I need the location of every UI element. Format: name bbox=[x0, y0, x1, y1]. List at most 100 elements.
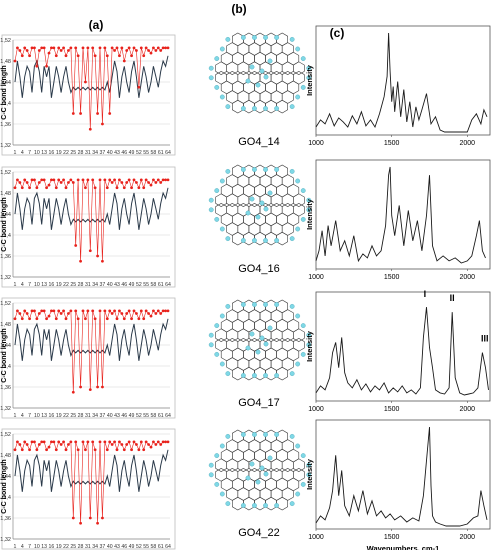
data-point bbox=[59, 443, 63, 446]
data-point bbox=[101, 259, 104, 263]
atom bbox=[214, 85, 220, 90]
data-point bbox=[135, 443, 138, 446]
data-point bbox=[28, 448, 31, 452]
data-point bbox=[139, 46, 143, 50]
atom bbox=[300, 56, 306, 61]
hexagon-ring bbox=[293, 458, 305, 472]
atom bbox=[214, 351, 220, 357]
data-point bbox=[74, 244, 78, 247]
molecule-go4-14 bbox=[208, 32, 312, 114]
atom bbox=[300, 216, 306, 222]
x-tick-label: 1000 bbox=[308, 534, 324, 541]
x-tick-label: 58 bbox=[151, 544, 157, 550]
atom bbox=[274, 106, 280, 111]
data-point bbox=[113, 49, 116, 52]
plot-frame bbox=[315, 291, 491, 402]
x-tick-label: 28 bbox=[78, 150, 84, 156]
x-tick-label: 40 bbox=[107, 150, 113, 156]
ir-chart-14: 1000 1500 2000 Intensity bbox=[305, 25, 491, 147]
data-point bbox=[54, 186, 58, 190]
data-point bbox=[122, 59, 126, 63]
hexagon-ring bbox=[281, 458, 294, 472]
atom bbox=[255, 349, 261, 355]
data-point bbox=[118, 440, 121, 444]
data-point bbox=[37, 181, 41, 184]
data-point bbox=[125, 443, 129, 446]
atom bbox=[300, 481, 306, 487]
chart-frame bbox=[1, 166, 176, 288]
x-tick-label: 13 bbox=[41, 282, 47, 288]
y-tick-label: 1,44 bbox=[0, 343, 11, 349]
atom bbox=[263, 471, 269, 477]
hexagon-ring bbox=[215, 61, 227, 75]
data-point bbox=[91, 46, 95, 50]
x-tick-label: 37 bbox=[100, 413, 106, 419]
x-tick-label: 61 bbox=[158, 282, 164, 288]
data-point bbox=[45, 448, 48, 452]
x-tick-label: 34 bbox=[92, 150, 98, 156]
y-tick-label: 1,44 bbox=[0, 212, 11, 218]
x-tick-label: 1000 bbox=[308, 140, 324, 147]
data-point bbox=[67, 181, 70, 184]
data-point bbox=[20, 186, 24, 190]
bond-chart-17: 1,52 1,48 1,44 1,4 1,36 1,321 4 7 10 13 16 19 22 25 28… bbox=[0, 297, 176, 419]
data-point bbox=[71, 390, 75, 394]
data-point bbox=[88, 127, 92, 131]
x-tick-label: 31 bbox=[85, 413, 91, 419]
data-point bbox=[137, 85, 141, 89]
data-point bbox=[132, 440, 136, 444]
x-tick-label: 64 bbox=[165, 413, 171, 419]
data-point bbox=[154, 443, 158, 446]
data-point bbox=[159, 443, 163, 446]
data-point bbox=[86, 440, 90, 444]
y-axis-label: Intensity bbox=[305, 330, 314, 362]
data-point bbox=[79, 112, 82, 115]
data-point bbox=[50, 46, 53, 50]
data-point bbox=[64, 448, 68, 452]
plot-frame bbox=[315, 159, 491, 270]
x-tick-label: 34 bbox=[92, 544, 98, 550]
x-tick-label: 22 bbox=[63, 413, 69, 419]
data-point bbox=[47, 183, 51, 187]
y-tick-label: 1,52 bbox=[0, 432, 11, 438]
data-point bbox=[76, 178, 80, 182]
y-axis-label: C-C bond length bbox=[1, 65, 8, 119]
molecule-label-go4-14: GO4_14 bbox=[238, 136, 280, 148]
y-axis-label: C-C bond length bbox=[1, 328, 8, 382]
x-tick-label: 58 bbox=[151, 282, 157, 288]
x-tick-label: 16 bbox=[49, 150, 55, 156]
atom bbox=[300, 351, 306, 357]
x-tick-label: 46 bbox=[121, 282, 127, 288]
x-tick-label: 43 bbox=[114, 544, 120, 550]
data-point bbox=[42, 440, 46, 444]
data-point bbox=[33, 309, 36, 313]
panel-label-c: (c) bbox=[330, 26, 345, 40]
x-tick-label: 1000 bbox=[308, 274, 324, 281]
molecule-go4-22 bbox=[208, 429, 312, 511]
x-tick-label: 22 bbox=[63, 544, 69, 550]
atom bbox=[219, 443, 225, 449]
atom bbox=[225, 104, 231, 110]
y-tick-label: 1,36 bbox=[0, 254, 11, 260]
hexagon-ring bbox=[281, 193, 294, 207]
data-point bbox=[144, 46, 148, 50]
data-point bbox=[47, 445, 51, 449]
data-point bbox=[149, 445, 153, 449]
y-tick-label: 1,4 bbox=[3, 233, 11, 239]
atom bbox=[289, 37, 295, 42]
data-point bbox=[122, 448, 126, 452]
atom bbox=[249, 461, 255, 467]
data-point bbox=[108, 440, 112, 444]
data-point bbox=[135, 49, 138, 52]
data-point bbox=[69, 178, 73, 182]
hexagon-ring bbox=[254, 99, 266, 114]
x-tick-label: 22 bbox=[63, 282, 69, 288]
data-point bbox=[113, 440, 116, 444]
hexagon-ring bbox=[270, 193, 283, 207]
atom bbox=[208, 65, 214, 71]
atom bbox=[295, 443, 301, 449]
hexagon-ring bbox=[237, 61, 250, 75]
data-point bbox=[142, 317, 146, 321]
hexagon-ring bbox=[254, 366, 266, 381]
atom bbox=[267, 325, 273, 331]
